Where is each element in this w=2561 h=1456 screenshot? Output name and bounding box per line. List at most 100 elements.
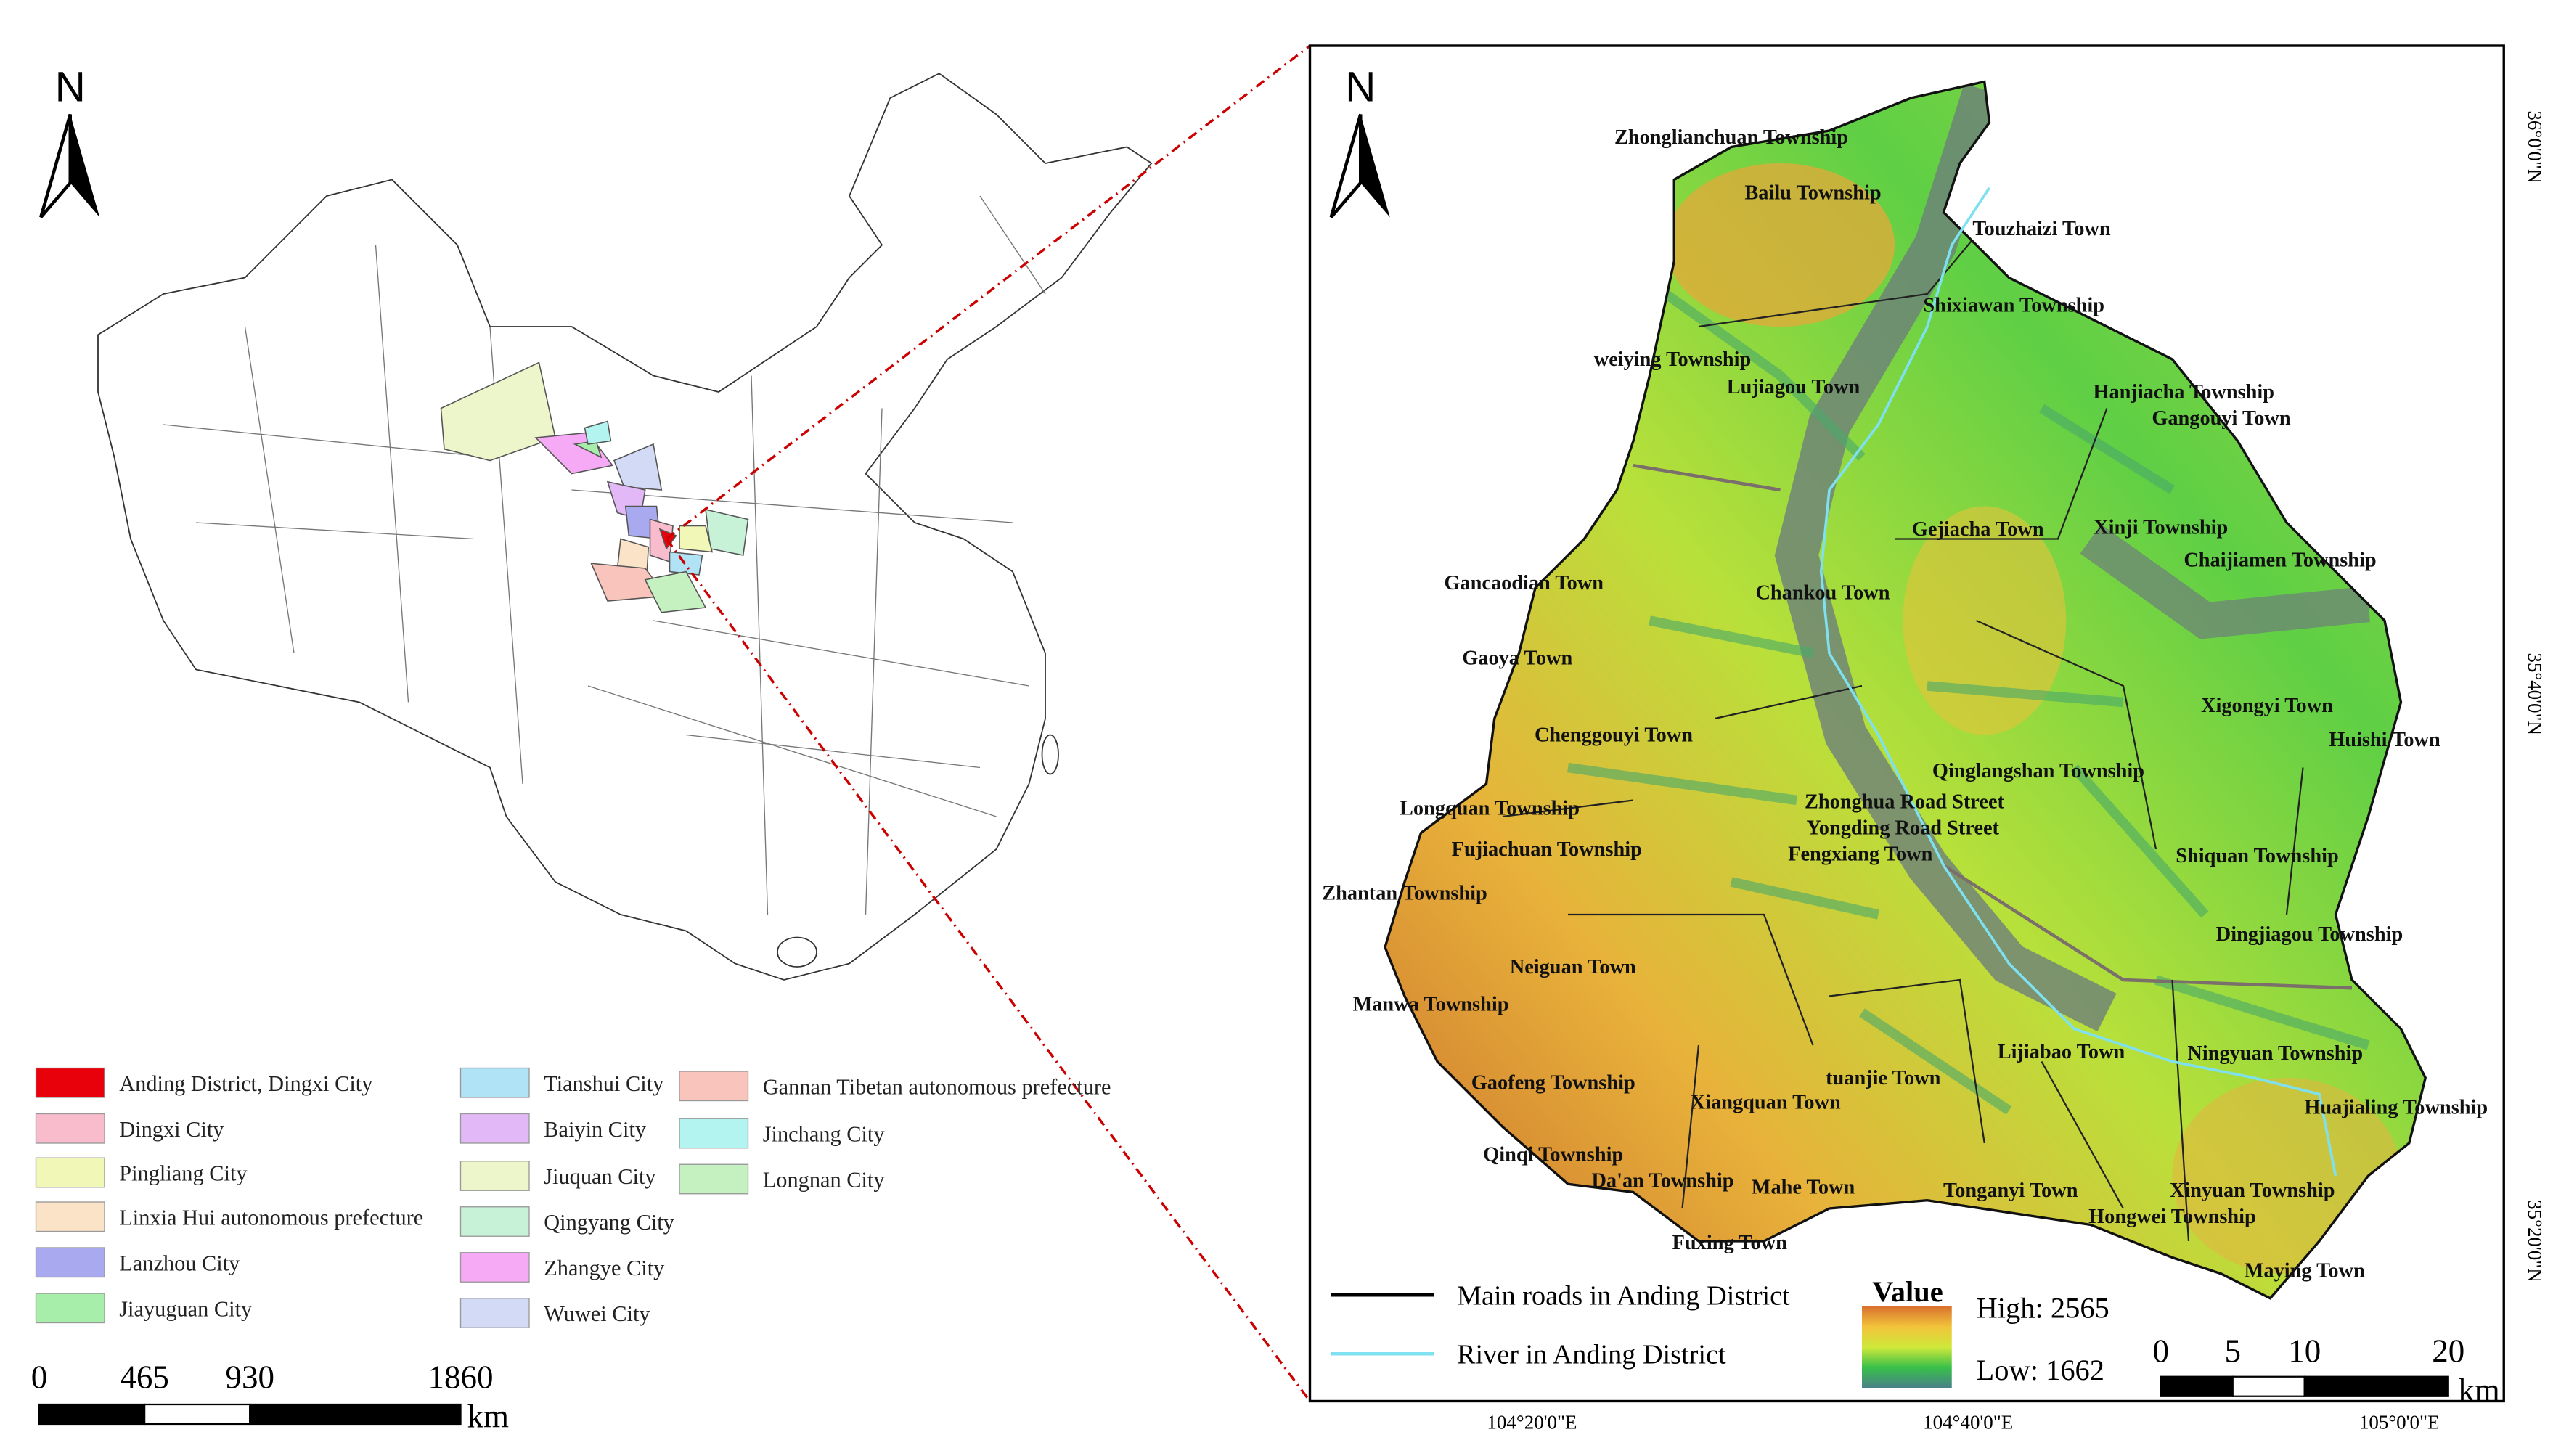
- legend-swatch: [459, 1161, 530, 1191]
- legend-swatch: [35, 1157, 105, 1188]
- town-label: Tonganyi Town: [1943, 1179, 2078, 1202]
- town-label: Huishi Town: [2329, 729, 2440, 751]
- scale-segment: [249, 1403, 462, 1426]
- legend-label: Linxia Hui autonomous prefecture: [119, 1205, 423, 1230]
- scale-tick: 0: [31, 1359, 48, 1395]
- legend-label: Jinchang City: [763, 1122, 886, 1147]
- town-label: Zhonglianchuan Township: [1614, 126, 1848, 149]
- legend-swatch: [459, 1252, 530, 1283]
- legend-label: Dingxi City: [119, 1117, 224, 1142]
- legend-label: Jiayuguan City: [119, 1296, 253, 1321]
- china-map: [39, 44, 1311, 1402]
- town-label: Bailu Township: [1744, 181, 1881, 204]
- legend-label: Anding District, Dingxi City: [119, 1071, 373, 1096]
- legend-swatch: [459, 1113, 530, 1144]
- region: [573, 440, 603, 459]
- legend-label: Longnan City: [763, 1168, 886, 1193]
- town-label: Chenggouyi Town: [1535, 724, 1693, 746]
- town-label: Xinji Township: [2094, 517, 2228, 539]
- town-label: Shixiawan Township: [1923, 295, 2104, 317]
- region: [644, 570, 707, 613]
- town-label: Qinqi Township: [1483, 1144, 1623, 1166]
- town-label: Lujiagou Town: [1727, 376, 1860, 398]
- town-label: Qinglangshan Township: [1932, 760, 2144, 782]
- town-label: Gejiacha Town: [1912, 518, 2044, 541]
- region: [705, 508, 749, 556]
- scale-segment: [38, 1403, 146, 1426]
- town-label: Fuxing Town: [1672, 1232, 1787, 1254]
- town-label: Gangouyi Town: [2152, 407, 2291, 430]
- scale-segment: [2303, 1375, 2449, 1397]
- town-label: Maying Town: [2245, 1259, 2365, 1282]
- scale-tick: 1860: [428, 1359, 494, 1395]
- legend-label: Wuwei City: [544, 1301, 650, 1326]
- scale-unit: km: [467, 1398, 509, 1434]
- town-label: Fengxiang Town: [1788, 843, 1932, 866]
- legend-swatch: [35, 1201, 105, 1232]
- lat-label: 36°0'0"N: [2524, 110, 2546, 183]
- scale-tick: 930: [226, 1359, 274, 1395]
- town-label: Gaofeng Township: [1471, 1072, 1635, 1095]
- town-label: Shiquan Township: [2176, 845, 2338, 867]
- legend-swatch: [35, 1067, 105, 1098]
- legend-swatch: [459, 1206, 530, 1237]
- town-label: Lijiabao Town: [1998, 1041, 2125, 1063]
- town-label: Touzhaizi Town: [1972, 218, 2111, 240]
- region: [669, 551, 703, 576]
- lat-label: 35°40'0"N: [2524, 653, 2546, 735]
- town-label: Xigongyi Town: [2201, 695, 2333, 717]
- town-label: Hanjiacha Township: [2093, 381, 2274, 404]
- lon-label: 105°0'0"E: [2359, 1412, 2440, 1433]
- town-label: Ningyuan Township: [2187, 1042, 2363, 1065]
- town-label: Xiangquan Town: [1691, 1092, 1841, 1114]
- legend-label: Gannan Tibetan autonomous prefecture: [763, 1074, 1111, 1099]
- north-label: N: [55, 63, 86, 110]
- legend-swatch: [679, 1118, 749, 1149]
- town-label: Fujiachuan Township: [1452, 838, 1642, 861]
- town-label: Manwa Township: [1353, 994, 1509, 1016]
- legend-swatch: [679, 1163, 749, 1195]
- lat-label: 35°20'0"N: [2524, 1200, 2546, 1283]
- legend-label: Tianshui City: [544, 1071, 664, 1096]
- legend-swatch: [35, 1247, 105, 1278]
- town-label: Zhonghua Road Street: [1805, 791, 2005, 814]
- value-low: Low: 1662: [1976, 1354, 2104, 1386]
- china-outline: [97, 73, 1153, 981]
- town-label: Da'an Township: [1591, 1170, 1733, 1193]
- legend-swatch: [459, 1298, 530, 1328]
- river-legend: River in Anding District: [1457, 1340, 1726, 1370]
- lon-label: 104°40'0"E: [1923, 1412, 2013, 1433]
- town-label: Neiguan Town: [1510, 956, 1636, 978]
- scale-segment: [2231, 1375, 2305, 1397]
- scale-tick: 10: [2288, 1333, 2321, 1369]
- scale-tick: 0: [2152, 1333, 2169, 1369]
- legend-label: Pingliang City: [119, 1161, 248, 1186]
- legend-label: Jiuquan City: [544, 1164, 656, 1189]
- north-label: N: [1345, 63, 1376, 110]
- town-label: Dingjiagou Township: [2216, 923, 2403, 946]
- legend-label: Lanzhou City: [119, 1251, 240, 1275]
- scale-segment: [144, 1403, 251, 1426]
- region: [679, 525, 714, 553]
- town-label: Huajialing Township: [2304, 1096, 2488, 1118]
- town-label: Mahe Town: [1752, 1177, 1855, 1199]
- scale-tick: 20: [2432, 1333, 2464, 1369]
- town-label: Gancaodian Town: [1444, 572, 1604, 594]
- town-label: Longquan Township: [1400, 798, 1580, 820]
- region: [440, 361, 556, 462]
- region: [584, 420, 612, 445]
- legend-label: Qingyang City: [544, 1210, 674, 1235]
- region: [613, 443, 663, 491]
- value-high: High: 2565: [1976, 1292, 2109, 1325]
- lon-label: 104°20'0"E: [1487, 1412, 1577, 1433]
- scale-segment: [2160, 1375, 2234, 1397]
- road-legend: Main roads in Anding District: [1457, 1281, 1790, 1312]
- legend-swatch: [459, 1067, 530, 1098]
- value-ramp: [1861, 1306, 1952, 1388]
- town-label: Zhantan Township: [1322, 883, 1487, 905]
- town-label: Yongding Road Street: [1807, 817, 2000, 840]
- town-label: weiying Township: [1594, 348, 1752, 371]
- scale-tick: 465: [120, 1359, 168, 1395]
